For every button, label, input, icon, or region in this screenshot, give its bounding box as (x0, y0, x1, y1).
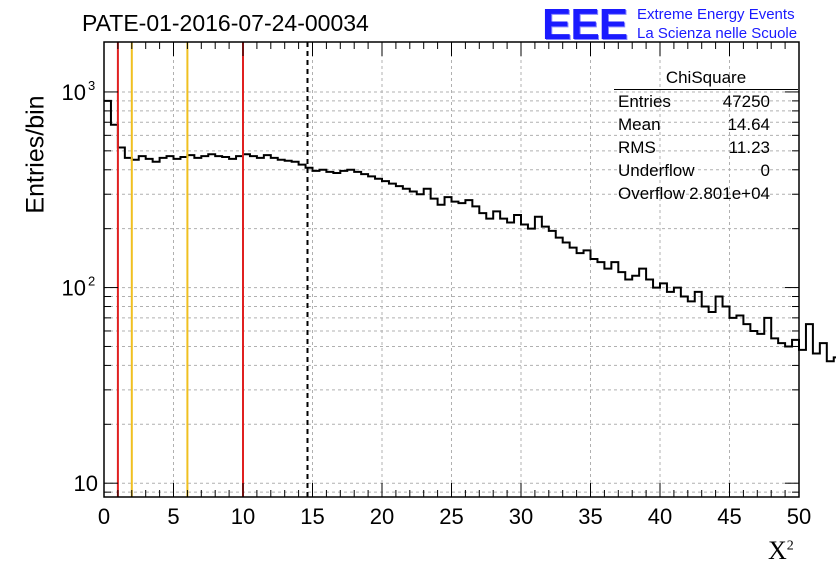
stats-key: Mean (618, 115, 661, 134)
stats-value: 2.801e+04 (689, 184, 770, 203)
stats-value: 0 (760, 161, 770, 180)
x-tick-label: 40 (648, 504, 672, 529)
x-tick-label: 10 (231, 504, 255, 529)
stats-key: Overflow (618, 184, 686, 203)
stats-value: 14.64 (727, 115, 770, 134)
chart-title: PATE-01-2016-07-24-00034 (82, 10, 369, 36)
y-tick-label: 10 (62, 276, 86, 301)
logo-line-1: Extreme Energy Events (637, 6, 795, 23)
y-tick-label-exponent: 2 (88, 274, 95, 289)
y-tick-label: 10 (74, 471, 98, 496)
stats-value: 11.23 (728, 138, 770, 157)
x-tick-label: 30 (509, 504, 533, 529)
stats-row-overflow: Overflow 2.801e+04 (614, 184, 798, 207)
stats-row-underflow: Underflow 0 (614, 161, 798, 184)
eee-logo: EEE (542, 0, 628, 49)
y-axis-label: Entries/bin (21, 95, 50, 214)
grid-lines (103, 42, 800, 497)
x-tick-label: 15 (300, 504, 324, 529)
x-axis-label: X2 (768, 536, 794, 566)
y-tick-label: 10 (62, 80, 86, 105)
x-tick-label: 50 (787, 504, 811, 529)
logo-line-2: La Scienza nelle Scuole (637, 25, 798, 42)
x-tick-label: 20 (370, 504, 394, 529)
x-tick-label: 35 (578, 504, 602, 529)
stats-value: 47250 (722, 92, 770, 111)
stats-key: Underflow (618, 161, 695, 180)
histogram (104, 99, 836, 363)
stats-title: ChiSquare (614, 68, 798, 90)
stats-row-mean: Mean 14.64 (614, 115, 798, 138)
stats-key: Entries (618, 92, 671, 111)
stats-row-entries: Entries 47250 (614, 92, 798, 115)
x-axis-label-exponent: 2 (786, 538, 794, 554)
stats-box: ChiSquare Entries 47250 Mean 14.64 RMS 11.2… (614, 68, 798, 207)
marker-lines (116, 42, 309, 497)
x-tick-label: 0 (98, 504, 110, 529)
y-tick-label-exponent: 3 (88, 78, 95, 93)
x-tick-label: 5 (167, 504, 179, 529)
x-axis-label-base: X (768, 536, 787, 565)
histogram-line (104, 99, 836, 363)
x-tick-label: 25 (439, 504, 463, 529)
stats-key: RMS (618, 138, 656, 157)
x-tick-label: 45 (717, 504, 741, 529)
stats-row-rms: RMS 11.23 (614, 138, 798, 161)
